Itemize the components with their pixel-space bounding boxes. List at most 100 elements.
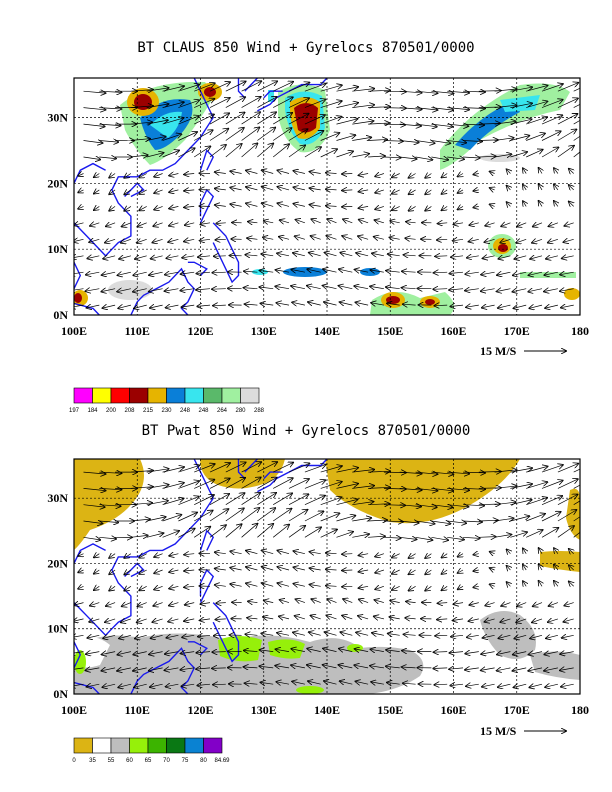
wind-vector [78,554,83,556]
wind-vector [383,505,405,506]
wind-vector [564,603,574,606]
wind-vector [209,98,230,108]
wind-vector [442,586,448,590]
wind-vector [311,599,321,603]
wind-vector [103,684,116,687]
wind-vector [447,505,468,507]
wind-vector [307,269,321,272]
wind-vector [557,83,578,92]
wind-vector [458,174,463,177]
wind-vector [415,472,438,474]
wind-vector [83,472,106,474]
wind-vector [169,554,179,556]
wind-vector [257,81,277,92]
wind-vector [146,485,169,489]
wind-vector [514,305,527,308]
wind-vector [409,174,416,178]
longitude-tick-label: 130E [251,324,277,338]
wind-vector [573,484,580,489]
wind-vector [336,103,359,108]
wind-vector [262,187,274,190]
wind-vector [409,586,416,590]
wind-vector [146,153,164,158]
wind-vector [462,124,484,125]
wind-vector [124,206,132,210]
wind-vector [209,525,226,538]
wind-vector [119,635,131,638]
wind-vector [431,505,452,508]
wind-vector [94,174,99,178]
latitude-tick-label: 10N [47,242,68,256]
wind-vector [336,484,359,489]
wind-vector [264,601,274,603]
latitude-tick-label: 0N [53,308,68,322]
wind-vector [383,537,401,538]
wind-vector [415,91,438,93]
wind-vector [261,682,274,684]
colorbar-swatch [184,387,204,404]
wind-vector [262,170,274,173]
wind-vector [494,154,512,157]
wind-vector [247,238,258,239]
wind-vector [323,286,337,289]
wind-vector [320,530,337,538]
wind-vector [194,480,214,489]
wind-vector [447,488,469,490]
wind-vector [245,304,258,305]
wind-vector [425,174,432,178]
wind-vector [83,141,103,144]
wind-vector [573,151,580,158]
wind-vector [513,272,527,275]
wind-vector [209,479,230,489]
wind-vector [87,684,100,687]
wind-vector [352,486,374,489]
wind-vector [257,112,276,125]
bottom-panel-title: BT Pwat 850 Wind + Gyrelocs 870501/0000 [141,423,471,439]
wind-vector [415,505,437,508]
wind-vector [262,583,274,586]
wind-vector [557,510,576,522]
wind-vector [304,527,321,538]
wind-vector [105,619,116,622]
wind-vector [557,98,578,108]
wind-vector [336,135,356,141]
coastline [263,90,283,99]
wind-vector [561,305,574,308]
wind-vector [165,272,179,275]
colorbar-swatch [184,737,204,754]
wind-vector [320,85,342,92]
wind-vector [130,535,148,537]
wind-vector [162,118,184,125]
wind-vector [399,505,421,507]
wind-vector [263,237,274,239]
wind-vector [490,204,495,206]
wind-vector [447,472,469,474]
wind-vector [165,652,179,654]
wind-vector [166,256,179,258]
wind-vector [225,82,246,92]
wind-vector [573,103,580,108]
wind-vector [326,569,337,570]
wind-vector [562,256,574,259]
wind-vector [415,488,438,490]
wind-vector [184,619,195,621]
wind-vector [215,189,226,190]
wind-vector [245,634,258,635]
wind-vector [539,565,542,571]
wind-vector [359,206,369,208]
wind-vector [109,174,116,178]
wind-vector [433,289,448,290]
wind-vector [573,516,580,522]
wind-vector [124,570,132,574]
wind-vector [406,222,416,223]
wind-vector [541,465,563,473]
wind-vector [352,154,369,157]
wind-vector [246,567,258,570]
wind-vector [336,87,359,92]
colorbar-swatch [147,737,167,754]
wind-vector [458,570,463,573]
wind-vector [368,536,385,537]
wind-vector [260,271,274,273]
wind-vector [342,206,353,207]
wind-vector [323,665,337,668]
